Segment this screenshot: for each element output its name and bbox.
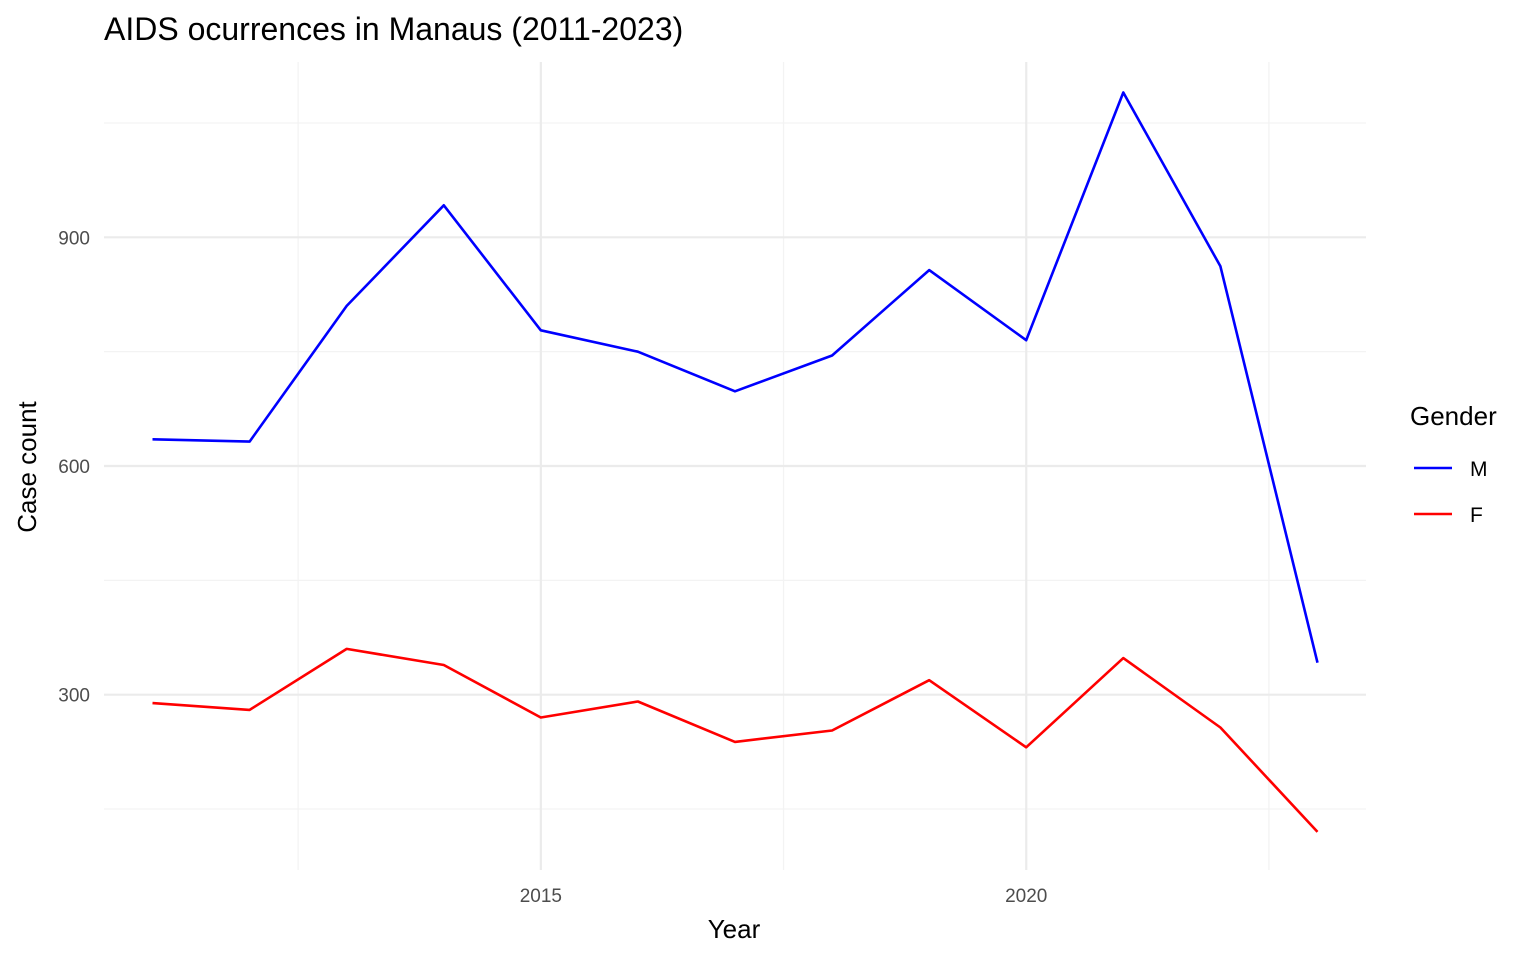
legend-title: Gender	[1410, 401, 1497, 431]
series-line-m	[152, 91, 1319, 664]
legend-item-m: M	[1414, 458, 1488, 481]
legend: Gender MF	[1410, 401, 1497, 527]
chart-title: AIDS ocurrences in Manaus (2011-2023)	[104, 11, 683, 47]
y-tick-label: 300	[58, 686, 90, 707]
x-axis-ticks: 2015 2020	[520, 886, 1048, 907]
y-tick-label: 600	[58, 457, 90, 478]
grid	[104, 62, 1366, 870]
x-tick-label: 2020	[1005, 886, 1047, 907]
legend-items: MF	[1414, 458, 1488, 527]
legend-label: F	[1470, 504, 1483, 527]
y-tick-label: 900	[58, 228, 90, 249]
x-axis-title: Year	[708, 914, 761, 944]
legend-label: M	[1470, 458, 1488, 481]
x-tick-label: 2015	[520, 886, 562, 907]
y-axis-title: Case count	[12, 400, 42, 532]
y-axis-ticks: 300 600 900	[58, 228, 90, 706]
series-lines	[152, 91, 1319, 833]
series-line-f	[152, 647, 1319, 833]
legend-item-f: F	[1414, 504, 1483, 527]
